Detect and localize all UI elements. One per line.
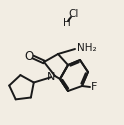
Text: H: H — [63, 18, 71, 28]
Text: O: O — [24, 50, 34, 62]
Text: Cl: Cl — [69, 9, 79, 19]
Text: N: N — [47, 72, 55, 82]
Text: NH₂: NH₂ — [77, 43, 97, 53]
Text: F: F — [91, 82, 97, 92]
